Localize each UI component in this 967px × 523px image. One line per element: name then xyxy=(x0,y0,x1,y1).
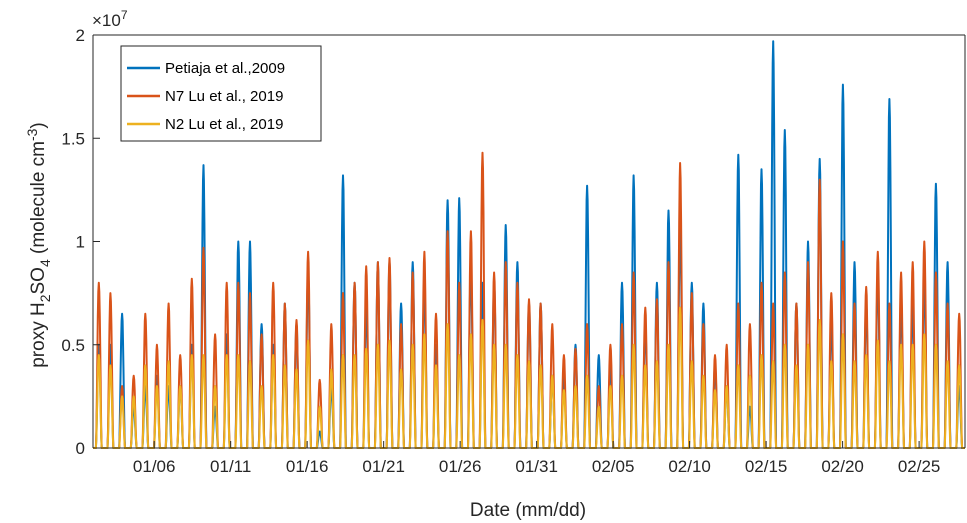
x-tick-label: 02/20 xyxy=(821,457,864,476)
x-tick-label: 01/06 xyxy=(133,457,176,476)
x-ticks: 01/06 01/11 01/16 01/21 01/26 01/31 02/05 02/10… xyxy=(133,441,940,476)
legend-items: Petiaja et al.,2009 N7 Lu et al., 2019 N2 … xyxy=(127,60,285,133)
x-tick-label: 01/31 xyxy=(515,457,558,476)
x-axis-title: Date (mm/dd) xyxy=(470,500,586,521)
y-tick-label: 1 xyxy=(76,233,85,252)
legend-label: Petiaja et al.,2009 xyxy=(165,60,285,77)
series-layer xyxy=(92,40,966,449)
series-line-2 xyxy=(92,151,966,449)
y-tick-label: 2 xyxy=(76,26,85,45)
y-axis-title: proxy H2SO4 (molecule cm-3) xyxy=(24,122,53,368)
y-tick-label: 0 xyxy=(76,439,85,458)
x-tick-label: 02/10 xyxy=(668,457,711,476)
x-tick-label: 01/11 xyxy=(210,457,251,476)
x-tick-label: 01/26 xyxy=(439,457,482,476)
legend-label: N2 Lu et al., 2019 xyxy=(165,116,283,133)
x-tick-label: 02/15 xyxy=(745,457,788,476)
y-ticks: 0 0.5 1 1.5 2 xyxy=(61,26,100,458)
y-tick-label: 1.5 xyxy=(61,129,85,148)
y-tick-label: 0.5 xyxy=(61,336,85,355)
y-exponent-label: ×107 xyxy=(92,8,128,30)
x-tick-label: 01/21 xyxy=(362,457,405,476)
legend: Petiaja et al.,2009 N7 Lu et al., 2019 N2 … xyxy=(120,45,322,142)
legend-label: N7 Lu et al., 2019 xyxy=(165,88,283,105)
x-tick-label: 02/05 xyxy=(592,457,635,476)
x-tick-label: 01/16 xyxy=(286,457,329,476)
series-line-3 xyxy=(92,306,966,449)
x-tick-label: 02/25 xyxy=(898,457,941,476)
